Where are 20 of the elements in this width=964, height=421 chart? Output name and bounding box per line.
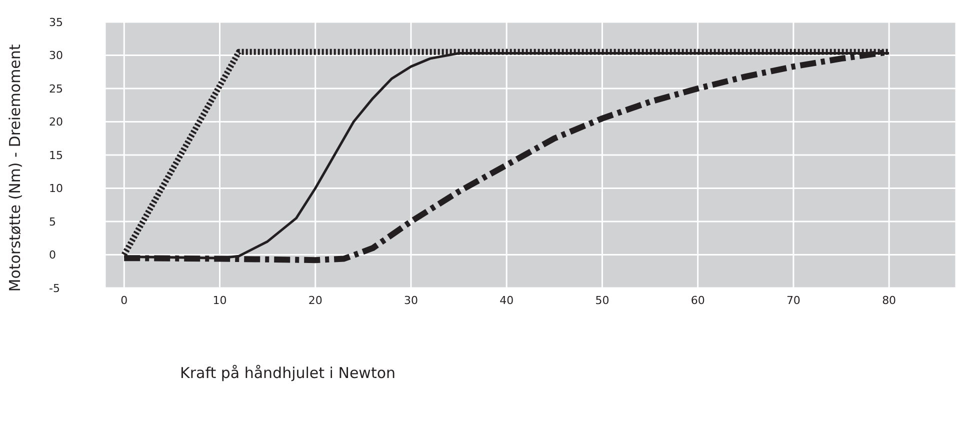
x-tick-label: 10: [212, 294, 227, 307]
y-tick-label: 5: [49, 215, 56, 228]
y-tick-label: 35: [49, 16, 63, 29]
y-tick-label: 15: [49, 148, 63, 162]
y-tick-label: 25: [49, 82, 63, 96]
y-axis-title: Motorstøtte (Nm) - Dreiemoment: [6, 44, 24, 292]
y-tick-label: 0: [49, 248, 56, 262]
y-tick-label: 30: [49, 49, 63, 62]
x-tick-label: 60: [690, 294, 705, 307]
x-tick-label: 50: [595, 294, 610, 307]
x-tick-label: 80: [882, 294, 896, 307]
x-tick-label: 30: [404, 294, 418, 307]
y-tick-label: 20: [49, 116, 63, 129]
x-tick-label: 0: [120, 294, 128, 307]
y-tick-label: 10: [49, 182, 63, 196]
x-axis-title: Kraft på håndhjulet i Newton: [180, 364, 396, 382]
x-tick-label: 40: [500, 294, 514, 307]
x-tick-label: 20: [308, 294, 322, 307]
y-tick-label: -5: [49, 282, 60, 295]
x-tick-label: 70: [786, 294, 800, 307]
